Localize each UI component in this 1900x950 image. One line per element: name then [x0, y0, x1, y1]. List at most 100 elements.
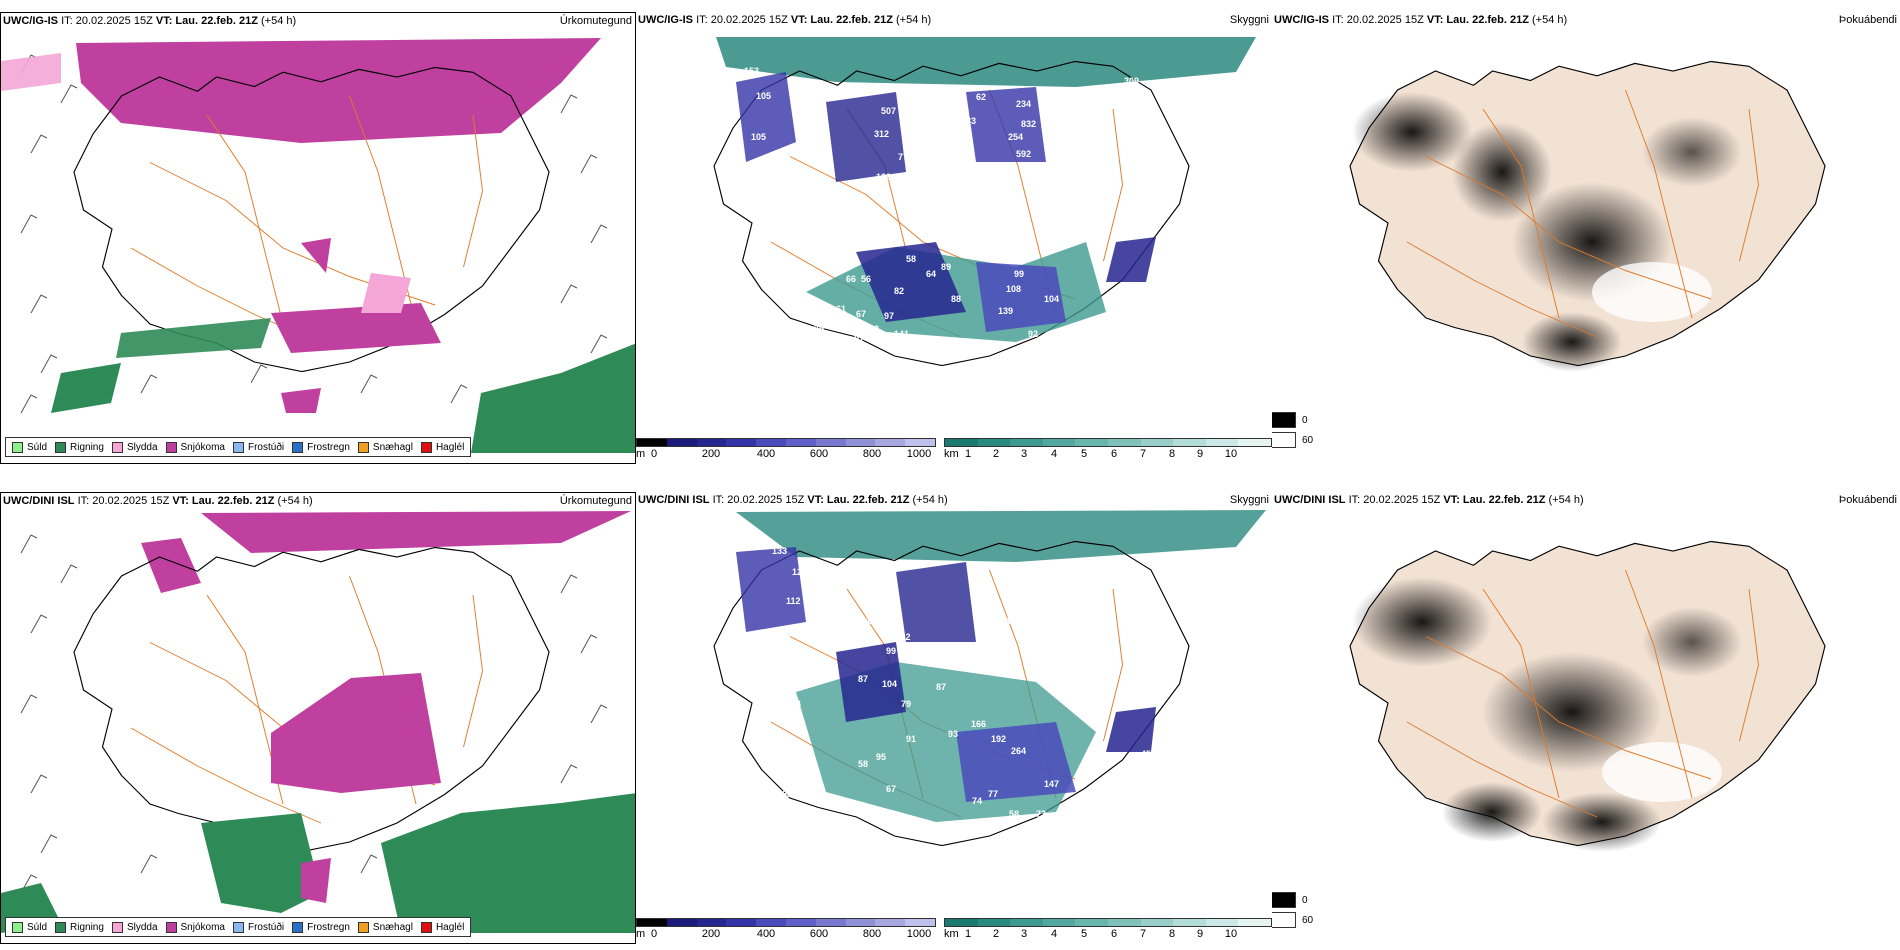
ceiling-panel-bottom: UWC/DINI ISL IT: 20.02.2025 15Z VT: Lau.…: [636, 492, 1272, 944]
m-color-step: [905, 919, 935, 926]
m-ticks: m 0 200 400 600 800 1000: [636, 448, 936, 462]
peak-label: 248: [966, 229, 981, 239]
peak-label: 55: [1054, 812, 1064, 822]
km-tick: 1: [964, 928, 972, 940]
panel-title: Þokuábendi: [1838, 494, 1897, 506]
peak-label: 122: [776, 162, 791, 172]
legend-swatch: [165, 921, 177, 933]
legend-swatch: [12, 441, 23, 453]
m-colorbar-bar: [636, 918, 936, 927]
peak-label: 74: [972, 796, 982, 806]
peak-label: 104: [882, 679, 897, 689]
m-color-step: [666, 919, 697, 926]
legend-item: Snæhagl: [357, 441, 413, 453]
fog-scale: 0 60: [1272, 892, 1313, 932]
panel-header: UWC/IG-IS IT: 20.02.2025 15Z VT: Lau. 22…: [3, 15, 297, 27]
peak-label: 160: [1036, 596, 1051, 606]
peak-label: 112: [786, 596, 801, 606]
peak-label: 73: [898, 869, 908, 879]
m-color-step: [875, 439, 906, 446]
peak-label: 105: [756, 91, 771, 101]
m-tick: 0: [650, 928, 658, 940]
m-tick: 1000: [906, 928, 932, 940]
km-tick: 3: [1020, 928, 1028, 940]
peak-label: 97: [884, 311, 894, 321]
peak-label: 254: [1008, 132, 1023, 142]
peak-label: 92: [1028, 329, 1038, 339]
peak-label: 153: [744, 66, 759, 76]
peak-label: 127: [946, 229, 961, 239]
m-tick: 600: [809, 928, 829, 940]
legend-item: Rigning: [55, 921, 104, 933]
precip-type-panel-bottom: UWC/DINI ISL IT: 20.02.2025 15Z VT: Lau.…: [0, 492, 636, 944]
m-color-step: [666, 439, 697, 446]
peak-label: 87: [936, 682, 946, 692]
km-tick: 9: [1196, 448, 1204, 460]
m-color-step: [696, 919, 727, 926]
km-tick: 3: [1020, 448, 1028, 460]
peak-label: 93: [948, 729, 958, 739]
peak-label: 91: [854, 334, 864, 344]
m-color-step: [815, 919, 846, 926]
m-color-step: [696, 439, 727, 446]
panel-header: UWC/IG-IS IT: 20.02.2025 15Z VT: Lau. 22…: [638, 14, 932, 26]
m-color-step: [726, 919, 757, 926]
peak-label: 67: [856, 309, 866, 319]
km-unit: km: [944, 448, 959, 460]
peak-label: 89: [941, 262, 951, 272]
m-tick: 800: [862, 928, 882, 940]
km-colorbar: km 1 2 3 4 5 6 7 8 9 10: [944, 438, 1272, 462]
m-colorbar: m 0 200 400 600 800 1000: [636, 918, 936, 942]
km-tick: 6: [1110, 928, 1118, 940]
peak-label: 87: [778, 634, 788, 644]
km-color-step: [1238, 439, 1271, 446]
m-ticks: m 0 200 400 600 800 1000: [636, 928, 936, 942]
peak-labels: 153 105 96 507 149 62 234 32 309 105 312…: [744, 66, 1139, 406]
peak-label: 73: [1036, 809, 1046, 819]
peak-label: 91: [996, 254, 1006, 264]
panel-header: UWC/DINI ISL IT: 20.02.2025 15Z VT: Lau.…: [3, 495, 313, 507]
peak-label: 92: [874, 352, 884, 362]
fog-panel-bottom: UWC/DINI ISL IT: 20.02.2025 15Z VT: Lau.…: [1272, 492, 1900, 944]
peak-label: 77: [988, 789, 998, 799]
peak-label: 83: [761, 196, 771, 206]
peak-label: 58: [1009, 809, 1019, 819]
peak-label: 309: [1124, 76, 1139, 86]
fog-map: [1272, 492, 1900, 852]
km-tick: 9: [1196, 928, 1204, 940]
km-color-step: [1173, 439, 1206, 446]
km-ticks: km 1 2 3 4 5 6 7 8 9 10: [944, 928, 1272, 942]
legend-swatch: [232, 921, 244, 933]
peak-label: 139: [998, 306, 1013, 316]
km-tick: 10: [1224, 448, 1238, 460]
legend-item: Frostregn: [292, 921, 350, 933]
legend-swatch: [357, 441, 369, 453]
legend-item: Snjókoma: [165, 921, 225, 933]
legend-swatch: [420, 921, 432, 933]
m-tick: 1000: [906, 448, 932, 460]
peak-label: 218: [936, 132, 951, 142]
peak-label: 592: [1016, 149, 1031, 159]
peak-label: 91: [906, 734, 916, 744]
peak-label: 168: [898, 359, 913, 369]
peak-label: 98: [951, 656, 961, 666]
m-tick: 200: [701, 928, 721, 940]
precip-type-legend: Súld Rigning Slydda Snjókoma Frostúði Fr…: [5, 437, 472, 457]
legend-swatch: [292, 921, 304, 933]
legend-item: Frostregn: [292, 441, 350, 453]
peak-label: 141: [894, 329, 909, 339]
legend-swatch: [357, 921, 369, 933]
km-color-step: [1140, 439, 1174, 446]
legend-swatch: [165, 441, 177, 453]
peak-label: 51: [874, 389, 884, 399]
panel-title: Skyggni: [1229, 14, 1269, 26]
m-unit: m: [636, 928, 646, 940]
peak-label: 135: [836, 189, 851, 199]
m-tick: 400: [756, 448, 776, 460]
peak-label: 58: [858, 759, 868, 769]
peak-label: 832: [1021, 119, 1036, 129]
m-color-step: [785, 919, 816, 926]
fog-swatch-dark: [1272, 412, 1296, 428]
km-ticks: km 1 2 3 4 5 6 7 8 9 10: [944, 448, 1272, 462]
km-color-step: [945, 919, 978, 926]
